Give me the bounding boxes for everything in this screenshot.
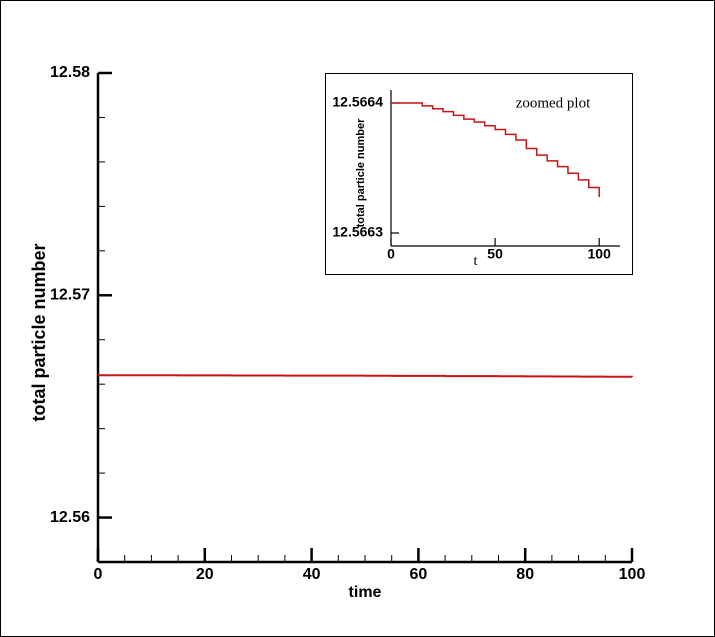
y-tick-label: 12.5663 <box>332 224 383 240</box>
y-tick-label: 12.56 <box>50 509 90 526</box>
y-axis-label: total particle number <box>29 243 49 421</box>
x-tick-label: 40 <box>303 566 321 583</box>
y-axis-label: total particle number <box>355 118 367 228</box>
x-tick-label: 50 <box>487 246 503 262</box>
x-tick-label: 0 <box>387 246 395 262</box>
y-tick-label: 12.57 <box>50 286 90 303</box>
x-tick-label: 80 <box>516 566 534 583</box>
x-tick-label: 100 <box>588 246 612 262</box>
x-axis-label: t <box>474 254 478 269</box>
y-tick-label: 12.58 <box>50 64 90 81</box>
x-axis-label: time <box>349 584 382 601</box>
inset-frame <box>325 73 633 275</box>
x-tick-label: 60 <box>410 566 428 583</box>
x-tick-label: 100 <box>619 566 646 583</box>
x-tick-label: 0 <box>94 566 103 583</box>
y-tick-label: 12.5664 <box>332 94 383 110</box>
data-line <box>98 374 633 378</box>
x-tick-label: 20 <box>196 566 214 583</box>
annotation: zoomed plot <box>516 95 591 111</box>
data-line <box>391 102 600 197</box>
